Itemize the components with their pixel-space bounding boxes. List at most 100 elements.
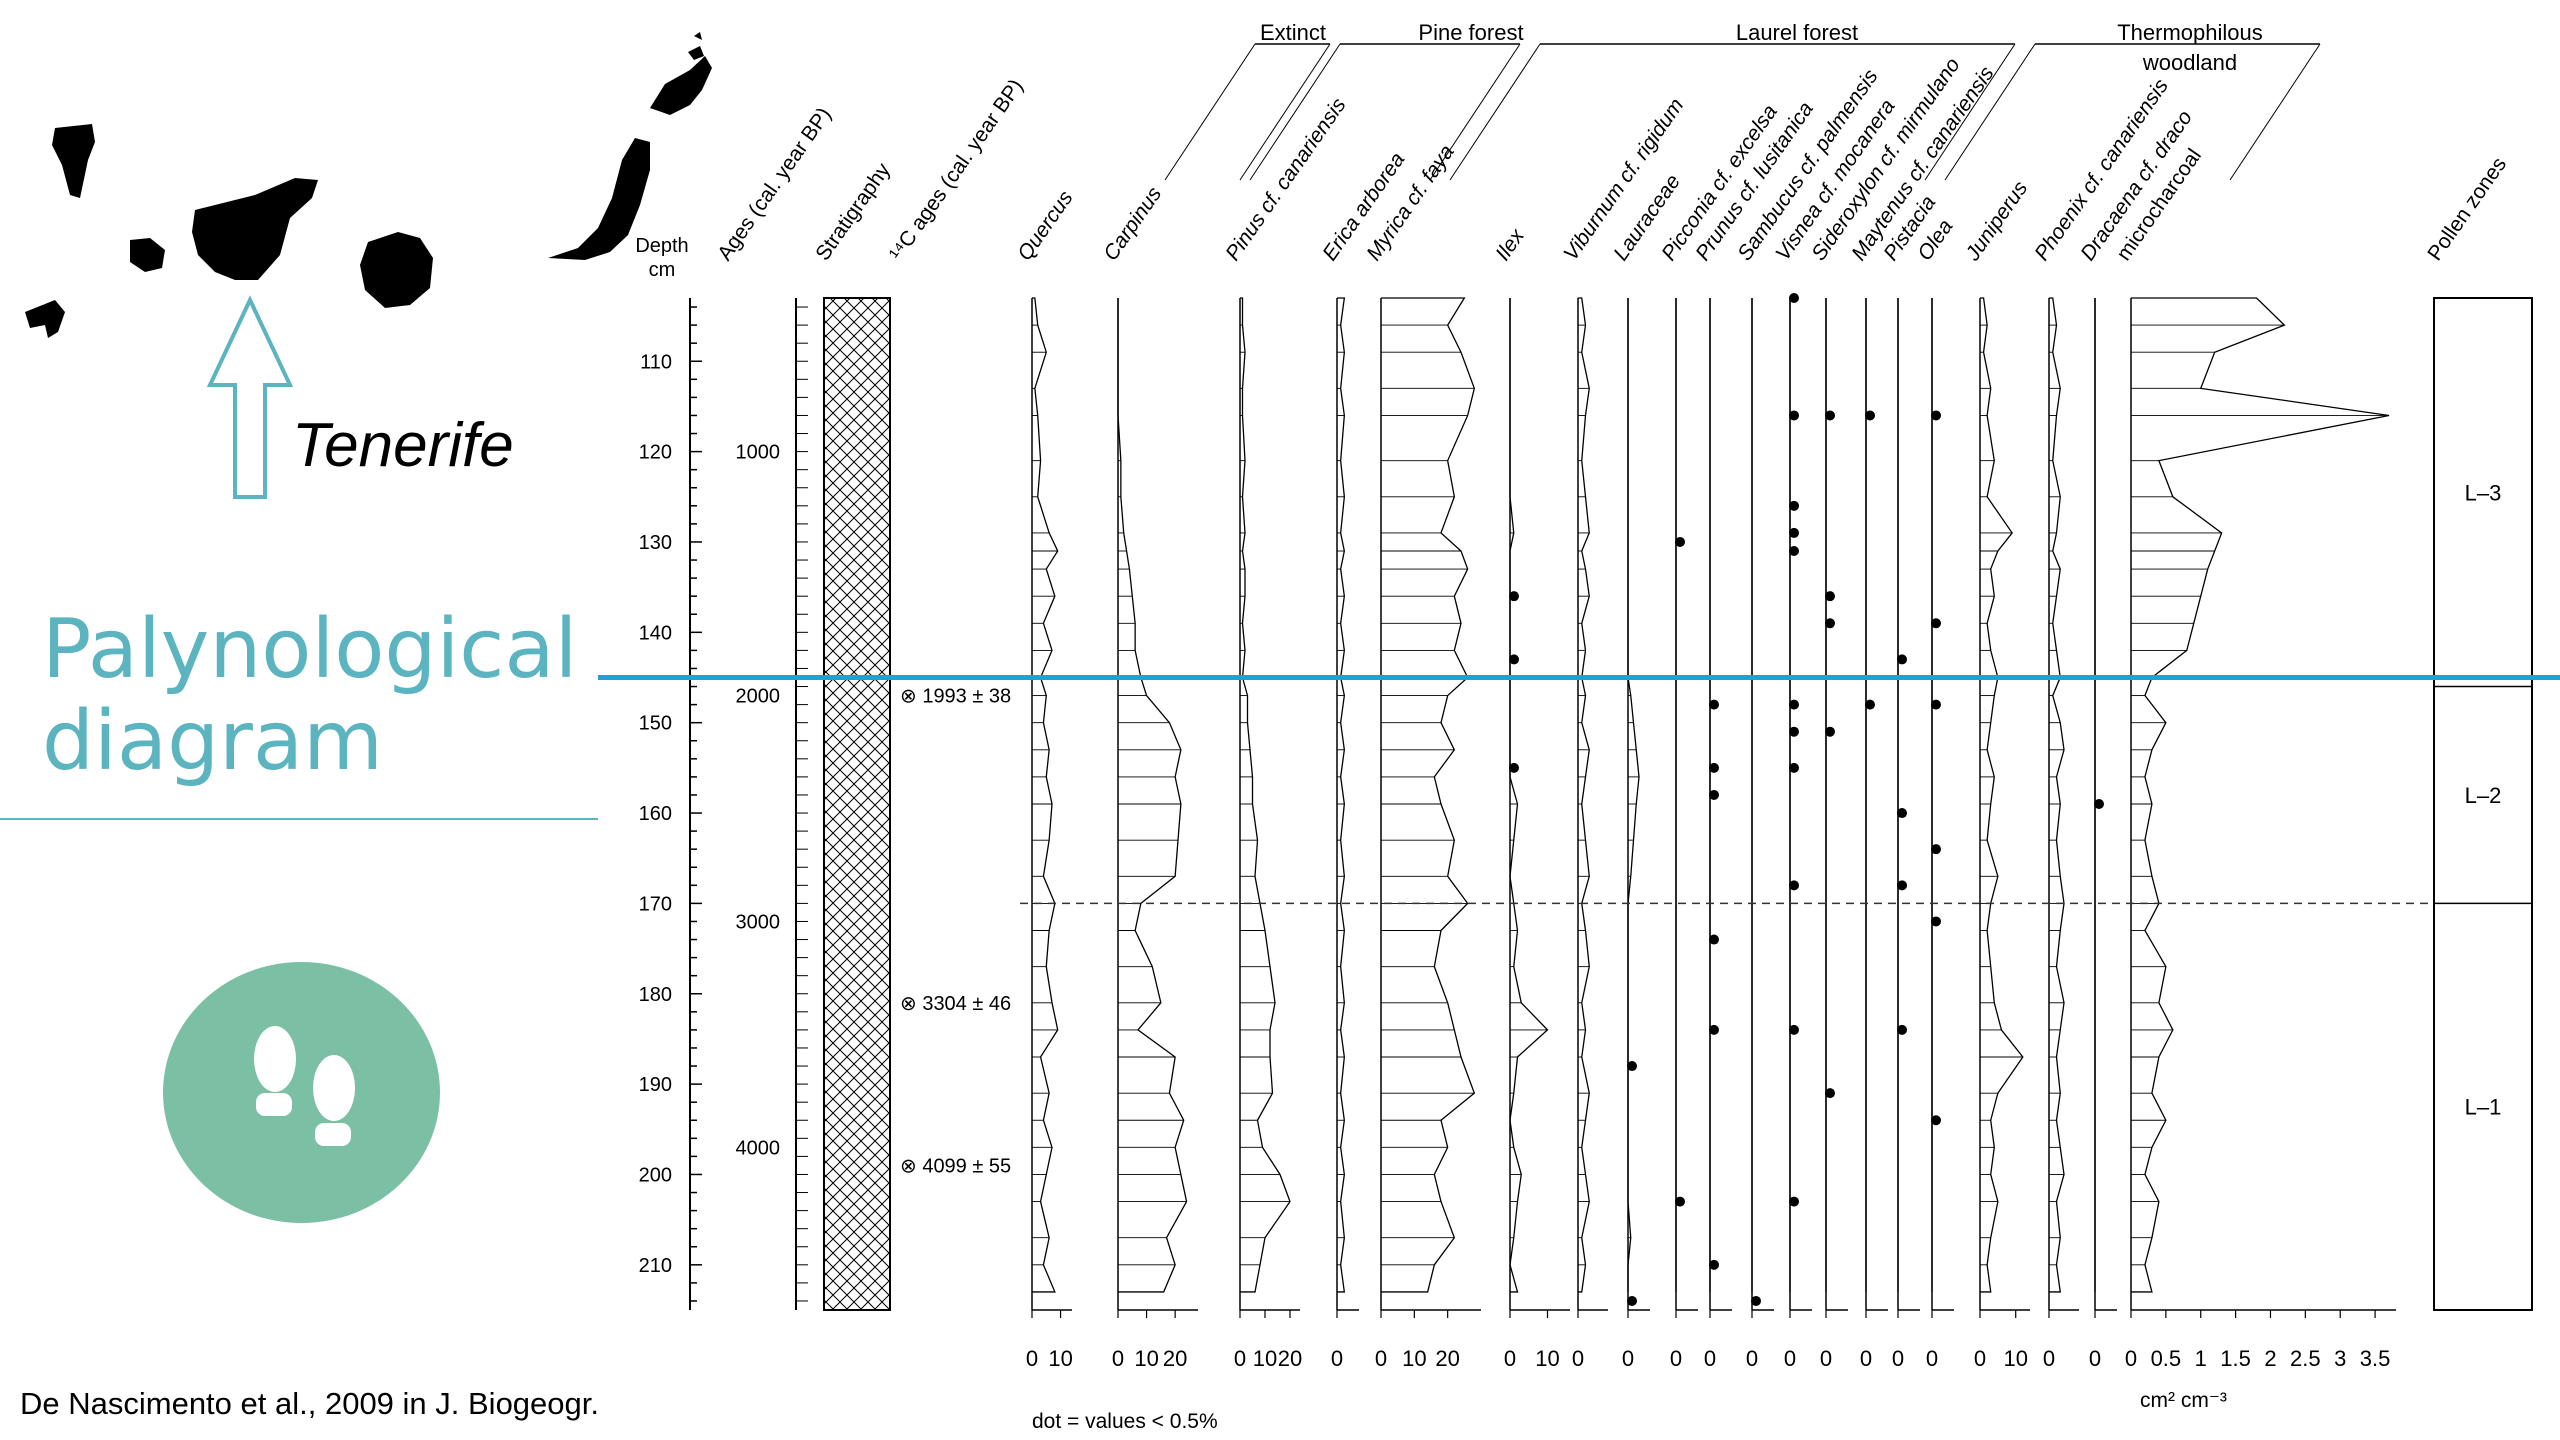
trace-dot xyxy=(1931,410,1941,421)
c14-date-label: ⊗ 1993 ± 38 xyxy=(900,686,1011,708)
bottom-tick-label: 0 xyxy=(1026,1346,1038,1371)
bottom-tick-label: 0 xyxy=(1860,1346,1872,1371)
trace-dot xyxy=(1897,880,1907,891)
depth-tick-label: 180 xyxy=(639,984,672,1006)
group-label-thermo-1: Thermophilous xyxy=(2117,20,2263,45)
bottom-tick-label: 0 xyxy=(1234,1346,1246,1371)
title-line-1: Palynological xyxy=(42,602,578,697)
bottom-tick-label: 0 xyxy=(1974,1346,1986,1371)
curve-1 xyxy=(1117,298,1188,1293)
trace-dot xyxy=(1789,880,1799,891)
group-bracket-left-2 xyxy=(1449,43,1541,181)
depth-header-1: Depth xyxy=(635,235,688,257)
trace-dot xyxy=(1931,618,1941,629)
trace-dot xyxy=(1865,699,1875,710)
pollen-zone-label: L–2 xyxy=(2465,783,2502,808)
stratigraphy-column xyxy=(823,297,891,1311)
bottom-tick-label: 0 xyxy=(1112,1346,1124,1371)
footprints-icon xyxy=(254,1026,355,1146)
group-bracket-left-3 xyxy=(1944,43,2036,181)
bottom-tick-label: 20 xyxy=(1278,1346,1302,1371)
trace-dot xyxy=(1825,726,1835,737)
title-underline xyxy=(0,818,598,820)
c14-date-label: ⊗ 3304 ± 46 xyxy=(900,993,1011,1015)
bottom-tick-label: 0 xyxy=(1375,1346,1387,1371)
island-el-hierro xyxy=(25,300,65,338)
trace-dot xyxy=(1627,1061,1637,1072)
slide-title: Palynological diagram xyxy=(42,604,577,788)
trace-dot xyxy=(1931,1115,1941,1126)
curve-19 xyxy=(2131,297,2390,1293)
bottom-tick-label: 10 xyxy=(1535,1346,1559,1371)
charcoal-unit-label: cm² cm⁻³ xyxy=(2140,1389,2227,1412)
trace-dot xyxy=(1897,654,1907,665)
taxon-header: Ilex xyxy=(1491,224,1529,265)
curve-5 xyxy=(1509,298,1549,1293)
trace-dot xyxy=(1789,527,1799,538)
pollen-zone-label: L–3 xyxy=(2465,480,2502,505)
bottom-tick-label: 0 xyxy=(1892,1346,1904,1371)
trace-dot xyxy=(1509,591,1519,602)
depth-tick-label: 200 xyxy=(639,1164,672,1186)
age-tick-label: 4000 xyxy=(736,1137,781,1159)
bottom-tick-label: 10 xyxy=(1134,1346,1158,1371)
c14-date-label: ⊗ 4099 ± 55 xyxy=(900,1155,1011,1177)
chart-footnote: dot = values < 0.5% xyxy=(1032,1410,1218,1433)
age-tick-label: 2000 xyxy=(736,686,781,708)
bottom-tick-label: 3 xyxy=(2334,1346,2346,1371)
trace-dot xyxy=(1865,410,1875,421)
trace-dot xyxy=(1789,410,1799,421)
bottom-tick-label: 2 xyxy=(2264,1346,2276,1371)
trace-dot xyxy=(1931,699,1941,710)
depth-tick-label: 110 xyxy=(640,351,672,373)
curve-17 xyxy=(2049,297,2065,1293)
curve-2 xyxy=(1240,297,1291,1293)
curve-0 xyxy=(1032,297,1059,1293)
trace-dot xyxy=(1675,1196,1685,1207)
group-label-laurel: Laurel forest xyxy=(1736,20,1858,45)
stratigraphy-header: Stratigraphy xyxy=(811,159,895,265)
bottom-tick-label: 0 xyxy=(1704,1346,1716,1371)
bottom-tick-label: 0 xyxy=(1746,1346,1758,1371)
group-label-pine: Pine forest xyxy=(1418,20,1523,45)
source-citation: De Nascimento et al., 2009 in J. Biogeog… xyxy=(20,1386,599,1421)
trace-dot xyxy=(1675,536,1685,547)
bottom-tick-label: 0 xyxy=(2043,1346,2055,1371)
island-fuerteventura xyxy=(548,138,650,260)
bottom-tick-label: 0 xyxy=(1820,1346,1832,1371)
depth-tick-label: 160 xyxy=(639,803,672,825)
trace-dot xyxy=(1825,1088,1835,1099)
island-la-palma xyxy=(52,124,95,198)
island-la-gomera xyxy=(130,238,165,272)
footprints-badge[interactable] xyxy=(163,962,440,1223)
taxon-header: Juniperus xyxy=(1961,177,2033,266)
canary-islands-map xyxy=(25,32,712,499)
group-bracket-right-1 xyxy=(1429,43,1521,181)
pollen-zone-box xyxy=(2433,297,2533,1311)
depth-tick-label: 170 xyxy=(639,893,672,915)
trace-dot xyxy=(1789,699,1799,710)
curve-16 xyxy=(1980,297,2024,1293)
trace-dot xyxy=(1825,618,1835,629)
island-gran-canaria xyxy=(360,232,433,308)
bottom-tick-label: 0 xyxy=(2089,1346,2101,1371)
trace-dot xyxy=(1509,654,1519,665)
trace-dot xyxy=(1897,1024,1907,1035)
bottom-tick-label: 0 xyxy=(1784,1346,1796,1371)
depth-tick-label: 150 xyxy=(639,713,672,735)
group-bracket-right-2 xyxy=(1924,43,2016,181)
bottom-tick-label: 1.5 xyxy=(2220,1346,2251,1371)
taxon-header: Quercus xyxy=(1013,186,1078,265)
bottom-tick-label: 10 xyxy=(2003,1346,2027,1371)
bottom-tick-label: 10 xyxy=(1253,1346,1277,1371)
depth-tick-label: 130 xyxy=(639,532,672,554)
depth-tick-label: 140 xyxy=(639,622,672,644)
group-bracket-left-0 xyxy=(1164,43,1256,181)
trace-dot xyxy=(1709,1259,1719,1270)
bottom-tick-label: 0 xyxy=(1572,1346,1584,1371)
trace-dot xyxy=(1789,500,1799,511)
depth-header-2: cm xyxy=(649,259,676,281)
trace-dot xyxy=(1789,1024,1799,1035)
age-tick-label: 3000 xyxy=(736,911,781,933)
depth-tick-label: 120 xyxy=(639,442,672,464)
